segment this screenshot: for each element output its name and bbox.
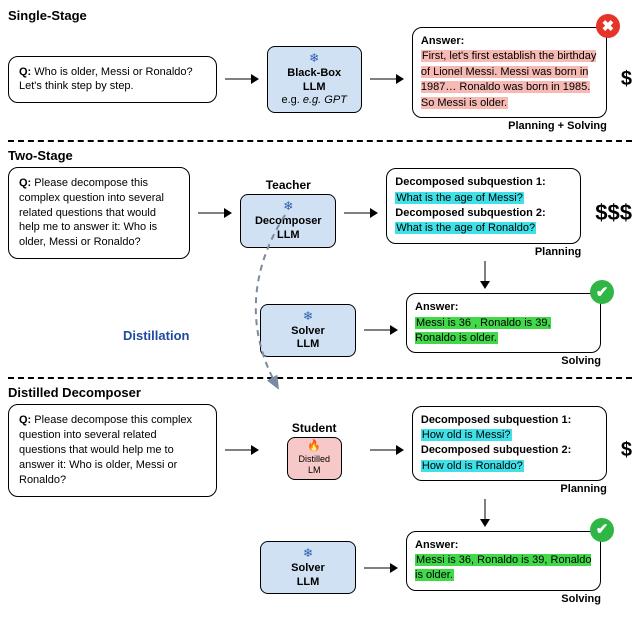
distilled-row2: ❄ Solver LLM Answer: Messi is 36, Ronald… — [260, 531, 632, 605]
section-divider — [8, 140, 632, 142]
arrow-icon — [364, 561, 398, 575]
distilled-answer-box: Answer: Messi is 36, Ronaldo is 39, Rona… — [406, 531, 601, 591]
wrong-badge-icon: ✖ — [596, 14, 620, 38]
two-stage-row1: Q: Please decompose this complex questio… — [8, 167, 632, 259]
arrow-icon — [344, 206, 378, 220]
distilled-lm-model: 🔥 Distilled LM — [287, 437, 342, 479]
single-stage-section: Single-Stage Q: Who is older, Messi or R… — [8, 8, 632, 132]
model-line3: e.g. e.g. GPT — [281, 94, 346, 106]
down-arrow-icon — [478, 499, 492, 527]
down-arrow-icon — [478, 261, 492, 289]
teacher-label: Teacher — [266, 178, 311, 192]
subq2-label: Decomposed subquestion 2: — [395, 207, 545, 219]
student-label: Student — [292, 421, 337, 435]
decomposer-llm-model: ❄ Decomposer LLM — [240, 194, 336, 248]
arrow-icon — [225, 72, 259, 86]
distilled-question-box: Q: Please decompose this complex questio… — [8, 404, 217, 496]
arrow-icon — [370, 443, 404, 457]
answer-label: Answer: — [415, 539, 458, 551]
snowflake-icon: ❄ — [274, 51, 355, 66]
snowflake-icon: ❄ — [247, 199, 329, 214]
solver-llm-model: ❄ Solver LLM — [260, 304, 356, 358]
cost-label: $ — [621, 439, 632, 462]
single-stage-answer-text: First, let's first establish the birthda… — [421, 50, 597, 108]
model-line1: Decomposer — [255, 215, 322, 227]
model-line3-em: e.g. GPT — [303, 94, 347, 106]
two-stage-question-box: Q: Please decompose this complex questio… — [8, 167, 190, 259]
model-line1: Solver — [291, 325, 325, 337]
subq1-label: Decomposed subquestion 1: — [421, 414, 571, 426]
distilled-decomp-box: Decomposed subquestion 1: How old is Mes… — [412, 406, 607, 482]
snowflake-icon: ❄ — [267, 309, 349, 324]
two-stage-answer-text: Messi is 36 , Ronaldo is 39, Ronaldo is … — [415, 317, 551, 344]
correct-badge-icon: ✔ — [590, 280, 614, 304]
model-line2: LLM — [297, 338, 320, 350]
two-stage-subq2-text: What is the age of Ronaldo? — [395, 222, 536, 234]
answer-label: Answer: — [421, 35, 464, 47]
subq1-label: Decomposed subquestion 1: — [395, 176, 545, 188]
model-line1: Black-Box — [287, 67, 341, 79]
single-stage-row: Q: Who is older, Messi or Ronaldo? Let's… — [8, 27, 632, 132]
distilled-answer-text: Messi is 36, Ronaldo is 39, Ronaldo is o… — [415, 554, 591, 581]
phase-label: Planning + Solving — [412, 120, 607, 132]
phase-label: Planning — [412, 483, 607, 495]
arrow-icon — [370, 72, 404, 86]
single-stage-question-box: Q: Who is older, Messi or Ronaldo? Let's… — [8, 56, 217, 104]
model-line1: Distilled — [298, 454, 330, 464]
distilled-section: Distilled Decomposer Q: Please decompose… — [8, 385, 632, 604]
two-stage-question-text: Please decompose this complex question i… — [19, 177, 164, 248]
two-stage-title: Two-Stage — [8, 148, 632, 163]
snowflake-icon: ❄ — [267, 546, 349, 561]
q-label: Q: — [19, 66, 31, 78]
model-line2: LM — [308, 465, 321, 475]
distilled-row1: Q: Please decompose this complex questio… — [8, 404, 632, 496]
arrow-icon — [225, 443, 259, 457]
two-stage-subq1-text: What is the age of Messi? — [395, 192, 524, 204]
fire-icon: 🔥 — [292, 440, 337, 454]
distilled-subq2-text: How old is Ronaldo? — [421, 460, 524, 472]
single-stage-question-text: Who is older, Messi or Ronaldo? Let's th… — [19, 66, 193, 93]
two-stage-section: Two-Stage Q: Please decompose this compl… — [8, 148, 632, 369]
phase-label: Planning — [386, 246, 581, 258]
distillation-label: Distillation — [123, 328, 189, 343]
model-line1: Solver — [291, 562, 325, 574]
distilled-subq1-text: How old is Messi? — [421, 429, 512, 441]
two-stage-row2: ❄ Solver LLM Answer: Messi is 36 , Ronal… — [260, 293, 632, 367]
model-line2: LLM — [297, 576, 320, 588]
distilled-title: Distilled Decomposer — [8, 385, 632, 400]
two-stage-decomp-box: Decomposed subquestion 1: What is the ag… — [386, 168, 581, 244]
solver-llm-model: ❄ Solver LLM — [260, 541, 356, 595]
answer-label: Answer: — [415, 301, 458, 313]
section-divider — [8, 377, 632, 379]
phase-label: Solving — [406, 593, 601, 605]
q-label: Q: — [19, 177, 31, 189]
phase-label: Solving — [406, 355, 601, 367]
correct-badge-icon: ✔ — [590, 518, 614, 542]
single-stage-title: Single-Stage — [8, 8, 632, 23]
q-label: Q: — [19, 414, 31, 426]
cost-label: $ — [621, 68, 632, 91]
two-stage-answer-box: Answer: Messi is 36 , Ronaldo is 39, Ron… — [406, 293, 601, 353]
model-line2: LLM — [303, 81, 326, 93]
subq2-label: Decomposed subquestion 2: — [421, 444, 571, 456]
single-stage-answer-box: Answer: First, let's first establish the… — [412, 27, 607, 118]
model-line2: LLM — [277, 229, 300, 241]
blackbox-llm-model: ❄ Black-Box LLM e.g. e.g. GPT — [267, 46, 362, 113]
arrow-icon — [198, 206, 232, 220]
distilled-question-text: Please decompose this complex question i… — [19, 414, 192, 485]
arrow-icon — [364, 323, 398, 337]
cost-label: $$$ — [595, 200, 632, 226]
